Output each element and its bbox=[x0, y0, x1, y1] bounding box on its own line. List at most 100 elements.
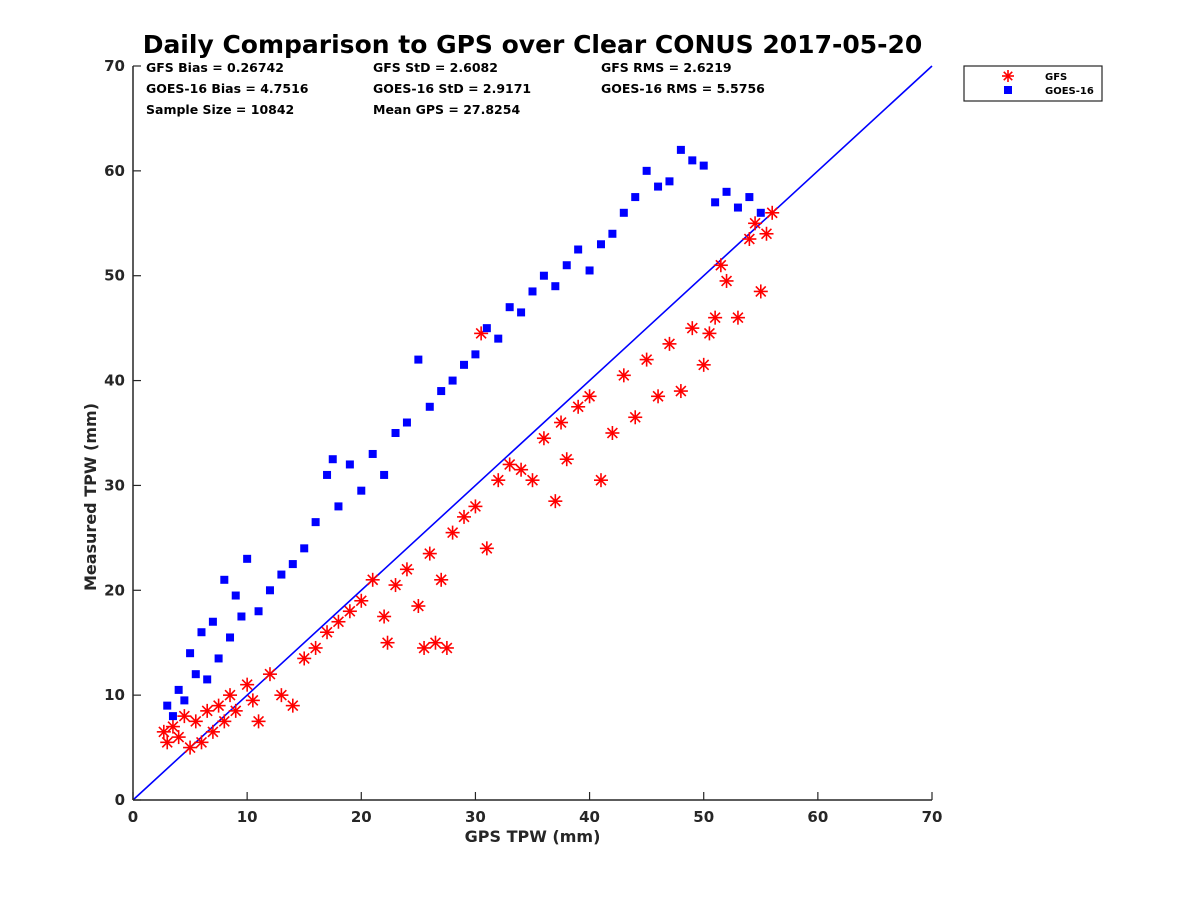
gfs-point bbox=[354, 593, 369, 608]
goes16-point bbox=[539, 271, 548, 280]
gfs-point bbox=[708, 310, 723, 325]
goes16-point bbox=[608, 229, 617, 238]
gfs-point bbox=[308, 640, 323, 655]
gfs-point bbox=[662, 336, 677, 351]
reference-line-layer bbox=[132, 65, 933, 801]
gfs-point bbox=[639, 352, 654, 367]
gfs-point bbox=[434, 572, 449, 587]
x-tick-label: 30 bbox=[465, 808, 486, 826]
gfs-point bbox=[759, 226, 774, 241]
goes16-point bbox=[414, 355, 423, 364]
goes16-point bbox=[460, 360, 469, 369]
gfs-point bbox=[730, 310, 745, 325]
gfs-point bbox=[428, 635, 443, 650]
gfs-point bbox=[479, 541, 494, 556]
gfs-point bbox=[380, 635, 395, 650]
gfs-point bbox=[422, 546, 437, 561]
gfs-point bbox=[514, 462, 529, 477]
goes16-point bbox=[265, 586, 274, 595]
gfs-point bbox=[713, 258, 728, 273]
goes16-point bbox=[311, 518, 320, 527]
goes16-point bbox=[619, 208, 628, 217]
gfs-point bbox=[702, 326, 717, 341]
gfs-point bbox=[228, 703, 243, 718]
goes16-point bbox=[676, 145, 685, 154]
gfs-point bbox=[251, 714, 266, 729]
goes16-series bbox=[163, 145, 765, 721]
stat-mean-gps: Mean GPS = 27.8254 bbox=[373, 102, 521, 117]
gfs-point bbox=[165, 719, 180, 734]
goes16-point bbox=[711, 198, 720, 207]
goes16-point bbox=[191, 670, 200, 679]
stat-sample-size: Sample Size = 10842 bbox=[146, 102, 295, 117]
goes16-point bbox=[688, 156, 697, 165]
goes16-point bbox=[745, 193, 754, 202]
gfs-point bbox=[365, 572, 380, 587]
goes16-point bbox=[437, 387, 446, 396]
gfs-point bbox=[753, 284, 768, 299]
y-tick-label: 0 bbox=[115, 791, 125, 809]
goes16-point bbox=[448, 376, 457, 385]
x-tick-label: 10 bbox=[237, 808, 258, 826]
gfs-point bbox=[748, 216, 763, 231]
gfs-point bbox=[240, 677, 255, 692]
stat-gfs-std: GFS StD = 2.6082 bbox=[373, 60, 498, 75]
gfs-point bbox=[491, 473, 506, 488]
goes16-point bbox=[214, 654, 223, 663]
goes16-point bbox=[596, 240, 605, 249]
y-tick-label: 30 bbox=[104, 476, 125, 494]
gfs-point bbox=[765, 205, 780, 220]
gfs-point bbox=[651, 389, 666, 404]
goes16-point bbox=[391, 429, 400, 437]
gfs-point bbox=[285, 698, 300, 713]
gfs-point bbox=[223, 688, 238, 703]
gfs-point bbox=[171, 730, 186, 745]
goes16-point bbox=[180, 696, 189, 705]
goes16-point bbox=[226, 633, 235, 642]
gfs-point bbox=[399, 562, 414, 577]
goes16-point bbox=[328, 455, 337, 464]
x-tick-label: 60 bbox=[807, 808, 828, 826]
goes16-point bbox=[733, 203, 742, 212]
x-axis-label: GPS TPW (mm) bbox=[465, 827, 601, 846]
gfs-point bbox=[571, 399, 586, 414]
goes16-point bbox=[551, 282, 560, 291]
stat-goes-std: GOES-16 StD = 2.9171 bbox=[373, 81, 532, 96]
goes16-point bbox=[402, 418, 411, 427]
gfs-point bbox=[457, 509, 472, 524]
gfs-point bbox=[411, 599, 426, 614]
legend-marker-gfs bbox=[1002, 70, 1014, 82]
gfs-point bbox=[194, 735, 209, 750]
x-tick-label: 20 bbox=[351, 808, 372, 826]
gfs-point bbox=[177, 709, 192, 724]
y-tick-label: 20 bbox=[104, 581, 125, 599]
legend: GFS GOES-16 bbox=[963, 65, 1103, 102]
goes16-point bbox=[574, 245, 583, 254]
y-tick-label: 10 bbox=[104, 686, 125, 704]
legend-label-goes16: GOES-16 bbox=[1045, 86, 1094, 97]
goes16-point bbox=[174, 685, 183, 694]
stat-goes-bias: GOES-16 Bias = 4.7516 bbox=[146, 81, 309, 96]
stat-gfs-bias: GFS Bias = 0.26742 bbox=[146, 60, 284, 75]
gfs-point bbox=[559, 452, 574, 467]
gfs-point bbox=[156, 724, 171, 739]
stat-goes-rms: GOES-16 RMS = 5.5756 bbox=[601, 81, 765, 96]
goes16-point bbox=[585, 266, 594, 275]
goes16-point bbox=[231, 591, 240, 600]
goes16-point bbox=[203, 675, 212, 684]
gfs-point bbox=[696, 357, 711, 372]
gfs-point bbox=[377, 609, 392, 624]
gfs-point bbox=[525, 473, 540, 488]
legend-label-gfs: GFS bbox=[1045, 72, 1067, 83]
gfs-point bbox=[605, 426, 620, 440]
x-tick-label: 0 bbox=[128, 808, 138, 826]
gfs-point bbox=[673, 384, 688, 399]
gfs-point bbox=[262, 667, 277, 682]
goes16-point bbox=[186, 649, 195, 658]
goes16-point bbox=[323, 470, 332, 479]
gfs-point bbox=[502, 457, 517, 472]
goes16-point bbox=[368, 449, 377, 458]
chart-title: Daily Comparison to GPS over Clear CONUS… bbox=[142, 30, 923, 59]
gfs-point bbox=[719, 273, 734, 288]
goes16-point bbox=[345, 460, 354, 469]
